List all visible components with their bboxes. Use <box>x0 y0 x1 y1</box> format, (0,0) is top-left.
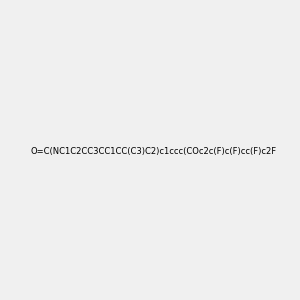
Text: O=C(NC1C2CC3CC1CC(C3)C2)c1ccc(COc2c(F)c(F)cc(F)c2F: O=C(NC1C2CC3CC1CC(C3)C2)c1ccc(COc2c(F)c(… <box>31 147 277 156</box>
